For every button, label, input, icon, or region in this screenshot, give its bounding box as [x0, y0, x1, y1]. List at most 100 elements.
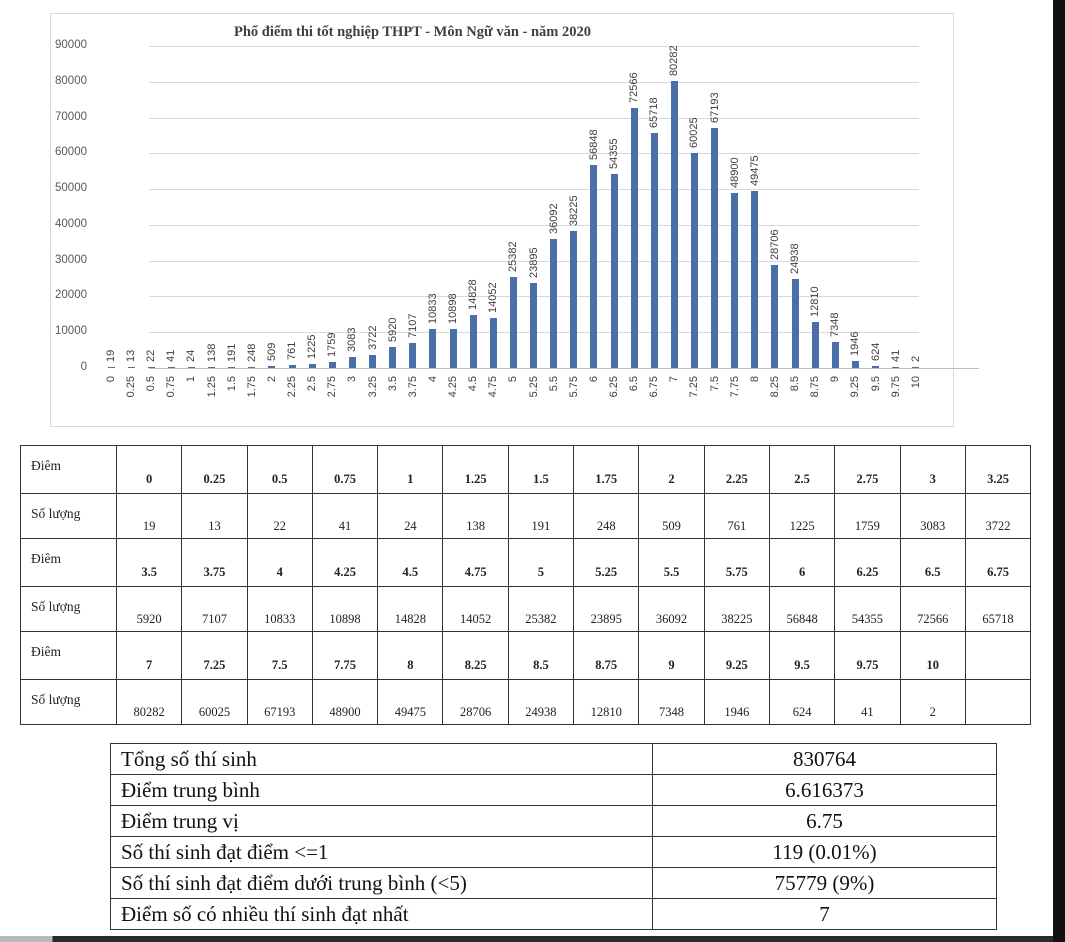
y-axis-tick: 0	[80, 361, 87, 373]
count-cell: 7107	[181, 585, 248, 632]
bar-value-label: 65718	[648, 97, 661, 128]
bar-value-label: 67193	[708, 92, 721, 123]
count-row-header: Số lượng	[20, 585, 117, 632]
x-axis-tick: 4.5	[467, 376, 480, 392]
x-axis-tick: 9.5	[869, 376, 882, 392]
count-cell: 1946	[703, 678, 770, 725]
y-axis-tick: 10000	[55, 325, 87, 338]
summary-value: 7	[652, 898, 997, 930]
count-cell: 25382	[507, 585, 575, 632]
count-row: Số lượng 19 13 22 41 24 138 191 248 509 761 1225 175…	[20, 492, 1032, 539]
count-cell: 48900	[311, 678, 379, 725]
score-cell: 5	[507, 538, 575, 587]
bar	[187, 366, 195, 368]
summary-row: Điểm trung bình 6.616373	[110, 774, 997, 806]
bar	[328, 361, 336, 368]
bar	[851, 361, 859, 368]
score-cell: 9.5	[768, 631, 836, 680]
bar-value-label: 36092	[547, 203, 560, 234]
bar	[570, 231, 578, 368]
score-cell: 1.5	[507, 445, 575, 494]
bar	[147, 366, 155, 368]
y-axis-tick: 30000	[55, 253, 87, 266]
count-cell: 7348	[638, 678, 705, 725]
y-axis-tick: 40000	[55, 217, 87, 230]
count-row: Số lượng 80282 60025 67193 48900 49475 28706 24…	[20, 678, 1032, 725]
bar	[791, 278, 799, 368]
y-axis-tick: 50000	[55, 182, 87, 195]
bar	[590, 164, 598, 368]
count-cell: 248	[573, 492, 640, 539]
bar-value-label: 28706	[768, 229, 781, 261]
score-cell: 7.25	[181, 631, 248, 680]
bar-value-label: 138	[205, 343, 218, 362]
count-cell: 10898	[311, 585, 379, 632]
score-cell: 7.5	[246, 631, 313, 680]
bar-value-label: 14052	[487, 282, 500, 313]
bar-value-label: 22	[145, 349, 158, 362]
score-cell: 4.5	[377, 538, 444, 587]
x-axis-tick: 1	[185, 376, 198, 383]
score-cell: 3.5	[115, 538, 183, 587]
count-cell: 3722	[964, 492, 1032, 539]
bar-value-label: 60025	[688, 117, 701, 149]
bar-value-label: 12810	[809, 286, 822, 318]
gridline	[149, 153, 919, 155]
summary-label: Số thí sinh đạt điểm dưới trung bình (<5…	[110, 867, 653, 899]
x-axis-tick: 9.25	[849, 376, 862, 398]
bar-value-label: 191	[225, 343, 238, 362]
bar	[369, 354, 377, 368]
bar-value-label: 3083	[346, 327, 359, 352]
summary-row: Tổng số thí sinh 830764	[110, 743, 997, 775]
count-cell: 54355	[834, 585, 901, 632]
summary-value: 119 (0.01%)	[652, 836, 997, 868]
score-cell: 0.25	[181, 445, 248, 494]
count-cell: 41	[311, 492, 379, 539]
gridline	[149, 81, 919, 83]
bar-value-label: 1759	[326, 332, 339, 357]
bar-value-label: 3722	[366, 325, 379, 350]
y-axis-tick: 20000	[55, 289, 87, 302]
count-cell: 14828	[377, 585, 444, 632]
x-axis-tick: 2.75	[326, 376, 339, 398]
gridline	[149, 46, 919, 47]
bar-value-label: 56848	[587, 129, 600, 160]
bar-value-label: 72566	[628, 72, 641, 104]
bar	[469, 314, 477, 368]
score-cell: 3	[899, 445, 966, 494]
count-cell: 14052	[442, 585, 509, 632]
score-cell: 7.75	[311, 631, 379, 680]
bar	[248, 366, 256, 368]
count-cell: 2	[899, 678, 966, 725]
score-cell: 2.75	[834, 445, 901, 494]
y-axis-tick: 70000	[55, 110, 87, 123]
score-cell: 3.75	[181, 538, 248, 587]
count-cell: 22	[246, 492, 313, 539]
bar	[731, 193, 739, 368]
summary-row: Điểm số có nhiều thí sinh đạt nhất 7	[110, 898, 997, 930]
bar	[892, 366, 900, 368]
bar	[429, 329, 437, 368]
summary-label: Điểm trung vị	[110, 805, 653, 837]
summary-value: 830764	[652, 743, 997, 775]
x-axis-tick: 6.75	[648, 376, 661, 398]
gridline	[149, 117, 919, 119]
count-cell: 72566	[899, 585, 966, 632]
score-cell: 5.25	[573, 538, 640, 587]
bar-value-label: 49475	[748, 155, 761, 186]
bar-value-label: 23895	[527, 246, 540, 278]
score-cell: 3.25	[964, 445, 1032, 494]
bar	[389, 346, 397, 368]
score-cell: 9	[638, 631, 705, 680]
x-axis-tick: 8	[748, 376, 761, 383]
count-cell: 138	[442, 492, 509, 539]
bar-value-label: 25382	[507, 241, 520, 273]
score-cell: 4.25	[311, 538, 379, 587]
score-cell: 5.75	[703, 538, 770, 587]
bar	[167, 366, 175, 368]
summary-row: Điểm trung vị 6.75	[110, 805, 997, 837]
bar-value-label: 48900	[728, 157, 741, 189]
count-cell: 191	[507, 492, 575, 539]
x-axis-tick: 0.25	[125, 376, 138, 398]
score-cell: 4.75	[442, 538, 509, 587]
